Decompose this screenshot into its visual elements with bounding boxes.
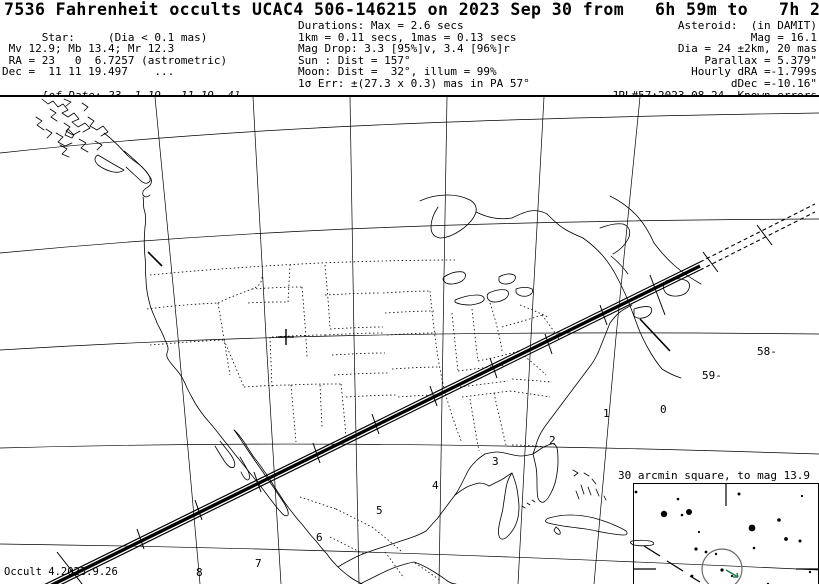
software-credit: Occult 4.2023.9.26 xyxy=(4,566,118,578)
site-cross-marker xyxy=(278,329,294,345)
graticule-parallels xyxy=(0,112,819,571)
track-label: 1 xyxy=(603,407,610,420)
inset-star-chart-svg xyxy=(634,484,818,584)
track-label: 2 xyxy=(549,434,556,447)
occultation-center-line xyxy=(50,264,701,584)
track-label: 3 xyxy=(492,455,499,468)
durations-info-column: Durations: Max = 2.6 secs 1km = 0.11 sec… xyxy=(298,19,530,90)
inset-crosshair-ticks xyxy=(634,484,818,570)
inset-chart-box[interactable] xyxy=(633,483,819,584)
track-label: 5 xyxy=(376,504,383,517)
track-label: 8 xyxy=(196,566,203,579)
motion-arrow-icon xyxy=(725,569,739,578)
path-time-ticks xyxy=(56,224,773,584)
page-title: 7536 Fahrenheit occults UCAC4 506-146215… xyxy=(4,0,819,19)
track-label: 58- xyxy=(757,345,777,358)
track-label: 4 xyxy=(432,479,439,492)
state-boundaries xyxy=(146,259,560,582)
header-panel: 7536 Fahrenheit occults UCAC4 506-146215… xyxy=(0,0,819,136)
star-field-inset[interactable]: 30 arcmin square, to mag 13.9 xyxy=(618,469,819,584)
occultation-path-limits xyxy=(44,261,701,584)
track-label: 7 xyxy=(255,557,262,570)
coastline-paths xyxy=(35,98,702,584)
track-label: 59- xyxy=(702,369,722,382)
track-label: 6 xyxy=(316,531,323,544)
world-map-svg xyxy=(0,97,819,584)
header-divider xyxy=(0,95,819,97)
inset-star-dots xyxy=(634,490,812,584)
map-panel[interactable]: 58- 59- 0 1 2 3 4 5 6 7 8 9 10 11 30 arc… xyxy=(0,97,819,584)
target-star-dot xyxy=(720,568,724,572)
track-label: 0 xyxy=(660,403,667,416)
max-duration-cross-markers xyxy=(147,251,671,352)
occultation-path-dashed-extension xyxy=(699,203,816,271)
uncertainty-circle xyxy=(701,548,743,584)
graticule-meridians xyxy=(154,97,641,584)
asteroid-info-column: Asteroid: (in DAMIT) Mag = 16.1 Dia = 24… xyxy=(612,19,817,101)
inset-caption-top: 30 arcmin square, to mag 13.9 xyxy=(618,469,811,482)
asteroid-motion-track xyxy=(643,545,701,583)
star-info-text: Star: (Dia < 0.1 mas) Mv 12.9; Mb 13.4; … xyxy=(2,30,228,79)
